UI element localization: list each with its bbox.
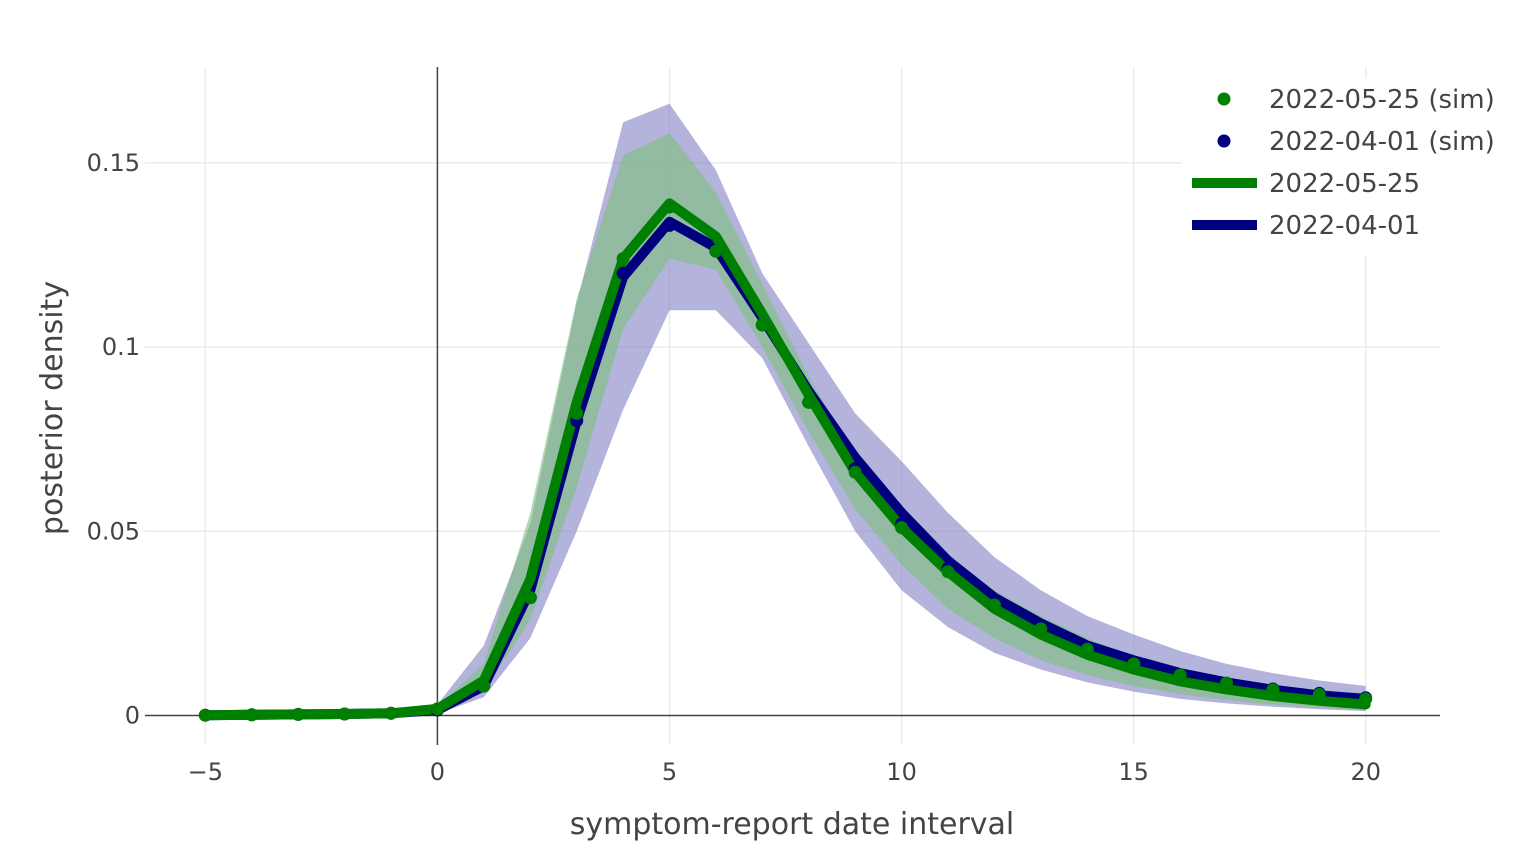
legend-label: 2022-05-25 (sim)	[1269, 85, 1495, 115]
series-point-2022-05-25 (sim)	[1034, 622, 1048, 636]
legend-marker	[1217, 134, 1231, 148]
x-tick-labels: −5 0 5 10 15 20	[188, 758, 1381, 786]
series-line-2022-04-01	[200, 216, 1371, 721]
y-axis-title: posterior density	[35, 281, 70, 535]
series-point-2022-05-25 (sim)	[941, 565, 955, 579]
legend-label: 2022-04-01	[1269, 211, 1420, 241]
x-tick-label: 5	[662, 758, 677, 786]
series-point-2022-05-25 (sim)	[1312, 688, 1326, 701]
series-point-2022-05-25 (sim)	[616, 252, 630, 266]
series-point-2022-05-25 (sim)	[1266, 683, 1280, 697]
series-point-2022-05-25 (sim)	[709, 244, 723, 258]
line-layer	[200, 198, 1371, 721]
legend-marker	[1217, 92, 1231, 106]
series-point-2022-05-25 (sim)	[245, 708, 259, 722]
legend-item-2022-05-25[interactable]: 2022-05-25	[1192, 169, 1420, 199]
series-point-2022-05-25 (sim)	[1080, 642, 1094, 656]
legend-label: 2022-04-01 (sim)	[1269, 127, 1495, 157]
series-point-2022-05-25 (sim)	[338, 707, 352, 721]
x-tick-label: 15	[1118, 758, 1149, 786]
series-line-2022-05-25	[200, 198, 1371, 721]
series-point-2022-05-25 (sim)	[430, 702, 444, 716]
legend[interactable]: 2022-05-25 (sim) 2022-04-01 (sim) 2022-05-…	[1182, 78, 1522, 256]
series-point-2022-05-25 (sim)	[523, 591, 537, 605]
series-point-2022-05-25 (sim)	[1359, 692, 1373, 706]
series-point-2022-05-25 (sim)	[570, 406, 584, 420]
y-tick-label: 0	[125, 702, 140, 730]
series-point-2022-05-25 (sim)	[802, 395, 816, 409]
marker-layer	[198, 200, 1373, 722]
series-point-2022-05-25 (sim)	[895, 521, 909, 535]
legend-item-2022-05-25 (sim)[interactable]: 2022-05-25 (sim)	[1217, 85, 1495, 115]
x-tick-label: 20	[1350, 758, 1381, 786]
x-axis-title: symptom-report date interval	[570, 807, 1015, 842]
y-tick-label: 0.15	[87, 149, 140, 177]
legend-label: 2022-05-25	[1269, 169, 1420, 199]
series-point-2022-05-25 (sim)	[1127, 657, 1141, 671]
series-point-2022-05-25 (sim)	[663, 200, 676, 214]
series-point-2022-05-25 (sim)	[198, 708, 212, 722]
x-tick-label: 10	[886, 758, 917, 786]
x-tick-label: 0	[430, 758, 445, 786]
series-point-2022-04-01 (sim)	[616, 266, 630, 280]
series-point-2022-05-25 (sim)	[848, 465, 862, 479]
series-point-2022-05-25 (sim)	[1173, 668, 1187, 682]
x-tick-label: −5	[188, 758, 223, 786]
legend-item-2022-04-01[interactable]: 2022-04-01	[1192, 211, 1420, 241]
y-tick-label: 0.05	[87, 517, 140, 545]
y-tick-labels: 0 0.05 0.1 0.15	[87, 149, 140, 730]
series-point-2022-05-25 (sim)	[384, 706, 398, 720]
series-point-2022-04-01 (sim)	[663, 218, 676, 232]
series-point-2022-05-25 (sim)	[1220, 676, 1233, 690]
y-tick-label: 0.1	[102, 333, 140, 361]
series-point-2022-05-25 (sim)	[291, 707, 305, 721]
series-point-2022-05-25 (sim)	[477, 679, 491, 693]
series-point-2022-05-25 (sim)	[987, 598, 1001, 612]
legend-item-2022-04-01 (sim)[interactable]: 2022-04-01 (sim)	[1217, 127, 1495, 157]
series-point-2022-05-25 (sim)	[755, 318, 769, 332]
